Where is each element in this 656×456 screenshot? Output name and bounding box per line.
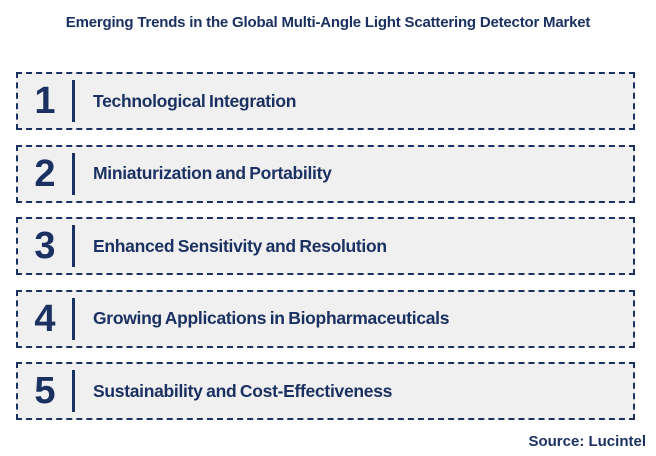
trend-label: Growing Applications in Biopharmaceutica… xyxy=(93,308,450,328)
trend-label: Miniaturization and Portability xyxy=(93,163,332,183)
trend-number: 5 xyxy=(34,370,56,412)
divider-bar xyxy=(72,152,75,195)
trend-number: 2 xyxy=(34,152,56,195)
trend-label: Sustainability and Cost-Effectiveness xyxy=(93,380,393,401)
divider-bar xyxy=(72,370,75,412)
trend-label: Technological Integration xyxy=(93,90,297,111)
divider-bar xyxy=(72,297,75,340)
trend-number: 3 xyxy=(34,225,56,267)
trend-number: 4 xyxy=(34,297,56,340)
page-title: Emerging Trends in the Global Multi-Angl… xyxy=(65,14,591,31)
trend-row: 3 Enhanced Sensitivity and Resolution xyxy=(16,217,635,275)
divider-bar xyxy=(72,80,75,122)
trend-label: Enhanced Sensitivity and Resolution xyxy=(93,235,387,256)
source-label: Source: Lucintel xyxy=(528,433,646,450)
divider-bar xyxy=(72,225,75,267)
trend-row: 4 Growing Applications in Biopharmaceuti… xyxy=(16,289,635,348)
trend-row: 2 Miniaturization and Portability xyxy=(16,144,635,203)
trend-number: 1 xyxy=(34,80,56,122)
trend-row: 5 Sustainability and Cost-Effectiveness xyxy=(16,362,635,420)
trends-list: 1 Technological Integration 2 Miniaturiz… xyxy=(16,72,635,420)
trend-row: 1 Technological Integration xyxy=(16,72,635,130)
